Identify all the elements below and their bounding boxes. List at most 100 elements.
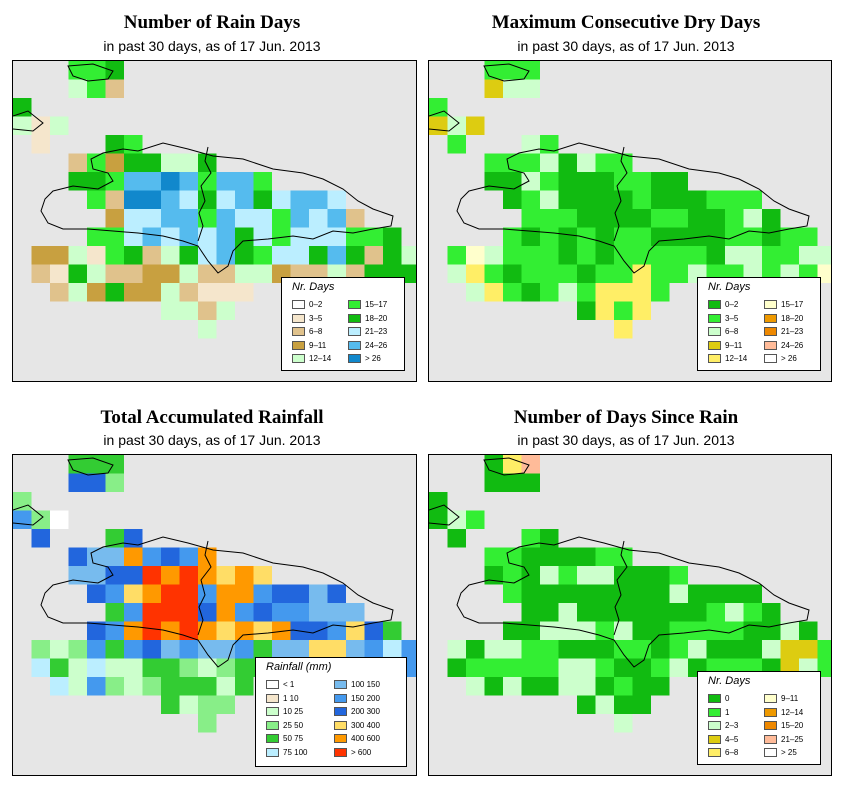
grid-cell bbox=[799, 640, 818, 659]
legend-label: > 26 bbox=[781, 354, 797, 363]
grid-cell bbox=[235, 603, 254, 622]
rain-days-grid bbox=[13, 61, 416, 339]
grid-cell bbox=[105, 283, 124, 302]
grid-cell bbox=[558, 566, 577, 585]
grid-cell bbox=[327, 603, 346, 622]
legend-label: 21–25 bbox=[781, 734, 804, 744]
grid-cell bbox=[216, 695, 235, 714]
grid-cell bbox=[161, 246, 180, 265]
grid-cell bbox=[577, 301, 596, 320]
grid-cell bbox=[124, 190, 143, 209]
grid-cell bbox=[651, 566, 670, 585]
rain-days-legend: Nr. Days 0–2 3–5 6–8 9–11 12–14 15–17 18–20 21–… bbox=[281, 277, 405, 371]
grid-cell bbox=[429, 510, 448, 529]
grid-cell bbox=[799, 246, 818, 265]
legend-swatch bbox=[334, 693, 347, 703]
grid-cell bbox=[253, 640, 272, 659]
small-island bbox=[483, 457, 530, 476]
grid-cell bbox=[447, 529, 466, 548]
grid-cell bbox=[762, 246, 781, 265]
grid-cell bbox=[521, 455, 540, 474]
grid-cell bbox=[124, 283, 143, 302]
grid-cell bbox=[142, 209, 161, 228]
grid-cell bbox=[161, 209, 180, 228]
legend-label: 6–8 bbox=[725, 327, 739, 336]
grid-cell bbox=[614, 227, 633, 246]
legend-swatch bbox=[764, 721, 777, 730]
grid-cell bbox=[124, 209, 143, 228]
grid-cell bbox=[614, 677, 633, 696]
legend-label: 6–8 bbox=[309, 327, 323, 336]
legend-swatch bbox=[334, 734, 347, 743]
grid-cell bbox=[429, 98, 448, 117]
grid-cell bbox=[521, 190, 540, 209]
legend-swatch bbox=[348, 354, 361, 363]
grid-cell bbox=[521, 677, 540, 696]
grid-cell bbox=[558, 283, 577, 302]
grid-cell bbox=[595, 209, 614, 228]
legend-label: 100 150 bbox=[351, 680, 380, 689]
grid-cell bbox=[762, 603, 781, 622]
small-island bbox=[483, 63, 530, 82]
grid-cell bbox=[595, 640, 614, 659]
grid-cell bbox=[50, 116, 69, 135]
grid-cell bbox=[503, 79, 522, 98]
grid-cell bbox=[198, 621, 217, 640]
grid-cell bbox=[503, 658, 522, 677]
grid-cell bbox=[216, 264, 235, 283]
grid-cell bbox=[521, 153, 540, 172]
legend-label: 3–5 bbox=[309, 313, 323, 323]
grid-cell bbox=[706, 246, 725, 265]
grid-cell bbox=[521, 246, 540, 265]
legend-swatch bbox=[708, 734, 721, 744]
grid-cell bbox=[577, 264, 596, 283]
legend-label: 150 200 bbox=[351, 693, 380, 703]
grid-cell bbox=[272, 209, 291, 228]
grid-cell bbox=[447, 640, 466, 659]
grid-cell bbox=[179, 301, 198, 320]
grid-cell bbox=[503, 246, 522, 265]
grid-cell bbox=[447, 116, 466, 135]
grid-cell bbox=[632, 190, 651, 209]
grid-cell bbox=[31, 658, 50, 677]
legend-label: 75 100 bbox=[283, 747, 308, 757]
grid-cell bbox=[124, 227, 143, 246]
grid-cell bbox=[614, 283, 633, 302]
grid-cell bbox=[216, 301, 235, 320]
grid-cell bbox=[651, 621, 670, 640]
grid-cell bbox=[161, 695, 180, 714]
grid-cell bbox=[614, 695, 633, 714]
grid-cell bbox=[179, 264, 198, 283]
grid-cell bbox=[706, 190, 725, 209]
grid-cell bbox=[272, 603, 291, 622]
grid-cell bbox=[161, 584, 180, 603]
grid-cell bbox=[632, 246, 651, 265]
grid-cell bbox=[540, 603, 559, 622]
grid-cell bbox=[68, 246, 87, 265]
grid-cell bbox=[105, 209, 124, 228]
grid-cell bbox=[383, 621, 402, 640]
grid-cell bbox=[651, 677, 670, 696]
grid-cell bbox=[799, 621, 818, 640]
grid-cell bbox=[743, 227, 762, 246]
legend-swatch bbox=[764, 300, 777, 309]
grid-cell bbox=[540, 584, 559, 603]
grid-cell bbox=[614, 246, 633, 265]
grid-cell bbox=[521, 283, 540, 302]
grid-cell bbox=[614, 621, 633, 640]
grid-cell bbox=[743, 209, 762, 228]
grid-cell bbox=[235, 584, 254, 603]
country-border bbox=[613, 146, 628, 242]
grid-cell bbox=[105, 677, 124, 696]
grid-cell bbox=[142, 566, 161, 585]
grid-cell bbox=[253, 584, 272, 603]
grid-cell bbox=[87, 172, 106, 191]
grid-cell bbox=[632, 695, 651, 714]
grid-cell bbox=[272, 246, 291, 265]
grid-cell bbox=[235, 283, 254, 302]
grid-cell bbox=[521, 227, 540, 246]
legend-label: 12–14 bbox=[309, 354, 332, 363]
grid-cell bbox=[68, 473, 87, 492]
grid-cell bbox=[142, 264, 161, 283]
small-island bbox=[67, 63, 114, 82]
